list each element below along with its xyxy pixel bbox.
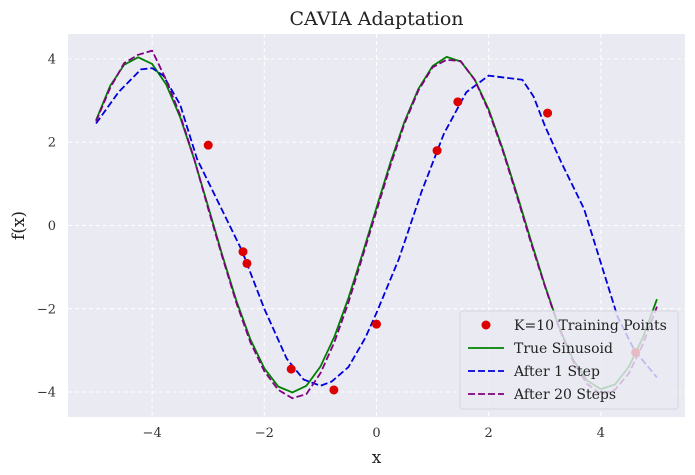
legend-label-after-1-step: After 1 Step <box>513 364 600 380</box>
y-tick-label: 4 <box>48 52 56 67</box>
legend-label-k-10-training-points: K=10 Training Points <box>514 318 667 334</box>
y-tick-labels: −4 −2 0 2 4 <box>37 52 56 400</box>
training-point <box>329 385 339 395</box>
y-tick-label: −4 <box>37 386 56 401</box>
legend-box <box>459 310 679 410</box>
x-tick-label: −2 <box>255 426 274 441</box>
x-tick-label: −4 <box>143 426 162 441</box>
x-axis-label: x <box>372 448 382 468</box>
legend-marker-k-10-training-points <box>481 320 491 330</box>
y-tick-label: 2 <box>48 136 56 151</box>
x-tick-label: 4 <box>597 426 605 441</box>
x-tick-labels: −4 −2 0 2 4 <box>143 426 605 441</box>
training-point <box>286 364 296 374</box>
series-line-after-20-steps <box>95 49 658 400</box>
training-point <box>242 258 252 268</box>
legend-label-after-20-steps: After 20 Steps <box>513 387 616 403</box>
training-point <box>238 247 248 257</box>
training-point <box>372 319 381 329</box>
training-point <box>203 140 213 150</box>
x-tick-label: 0 <box>372 426 380 441</box>
y-tick-label: −2 <box>37 302 56 317</box>
chart-title: CAVIA Adaptation <box>289 8 463 30</box>
legend: K=10 Training Points True Sinusoid After 1… <box>459 310 679 410</box>
training-point <box>543 108 553 118</box>
training-point <box>453 97 463 107</box>
y-axis-label: f(x) <box>9 211 29 240</box>
training-point <box>432 146 442 156</box>
y-tick-label: 0 <box>48 219 56 234</box>
x-tick-label: 2 <box>485 426 493 441</box>
legend-label-true-sinusoid: True Sinusoid <box>514 341 613 357</box>
series-line-after-1-step <box>95 67 658 387</box>
